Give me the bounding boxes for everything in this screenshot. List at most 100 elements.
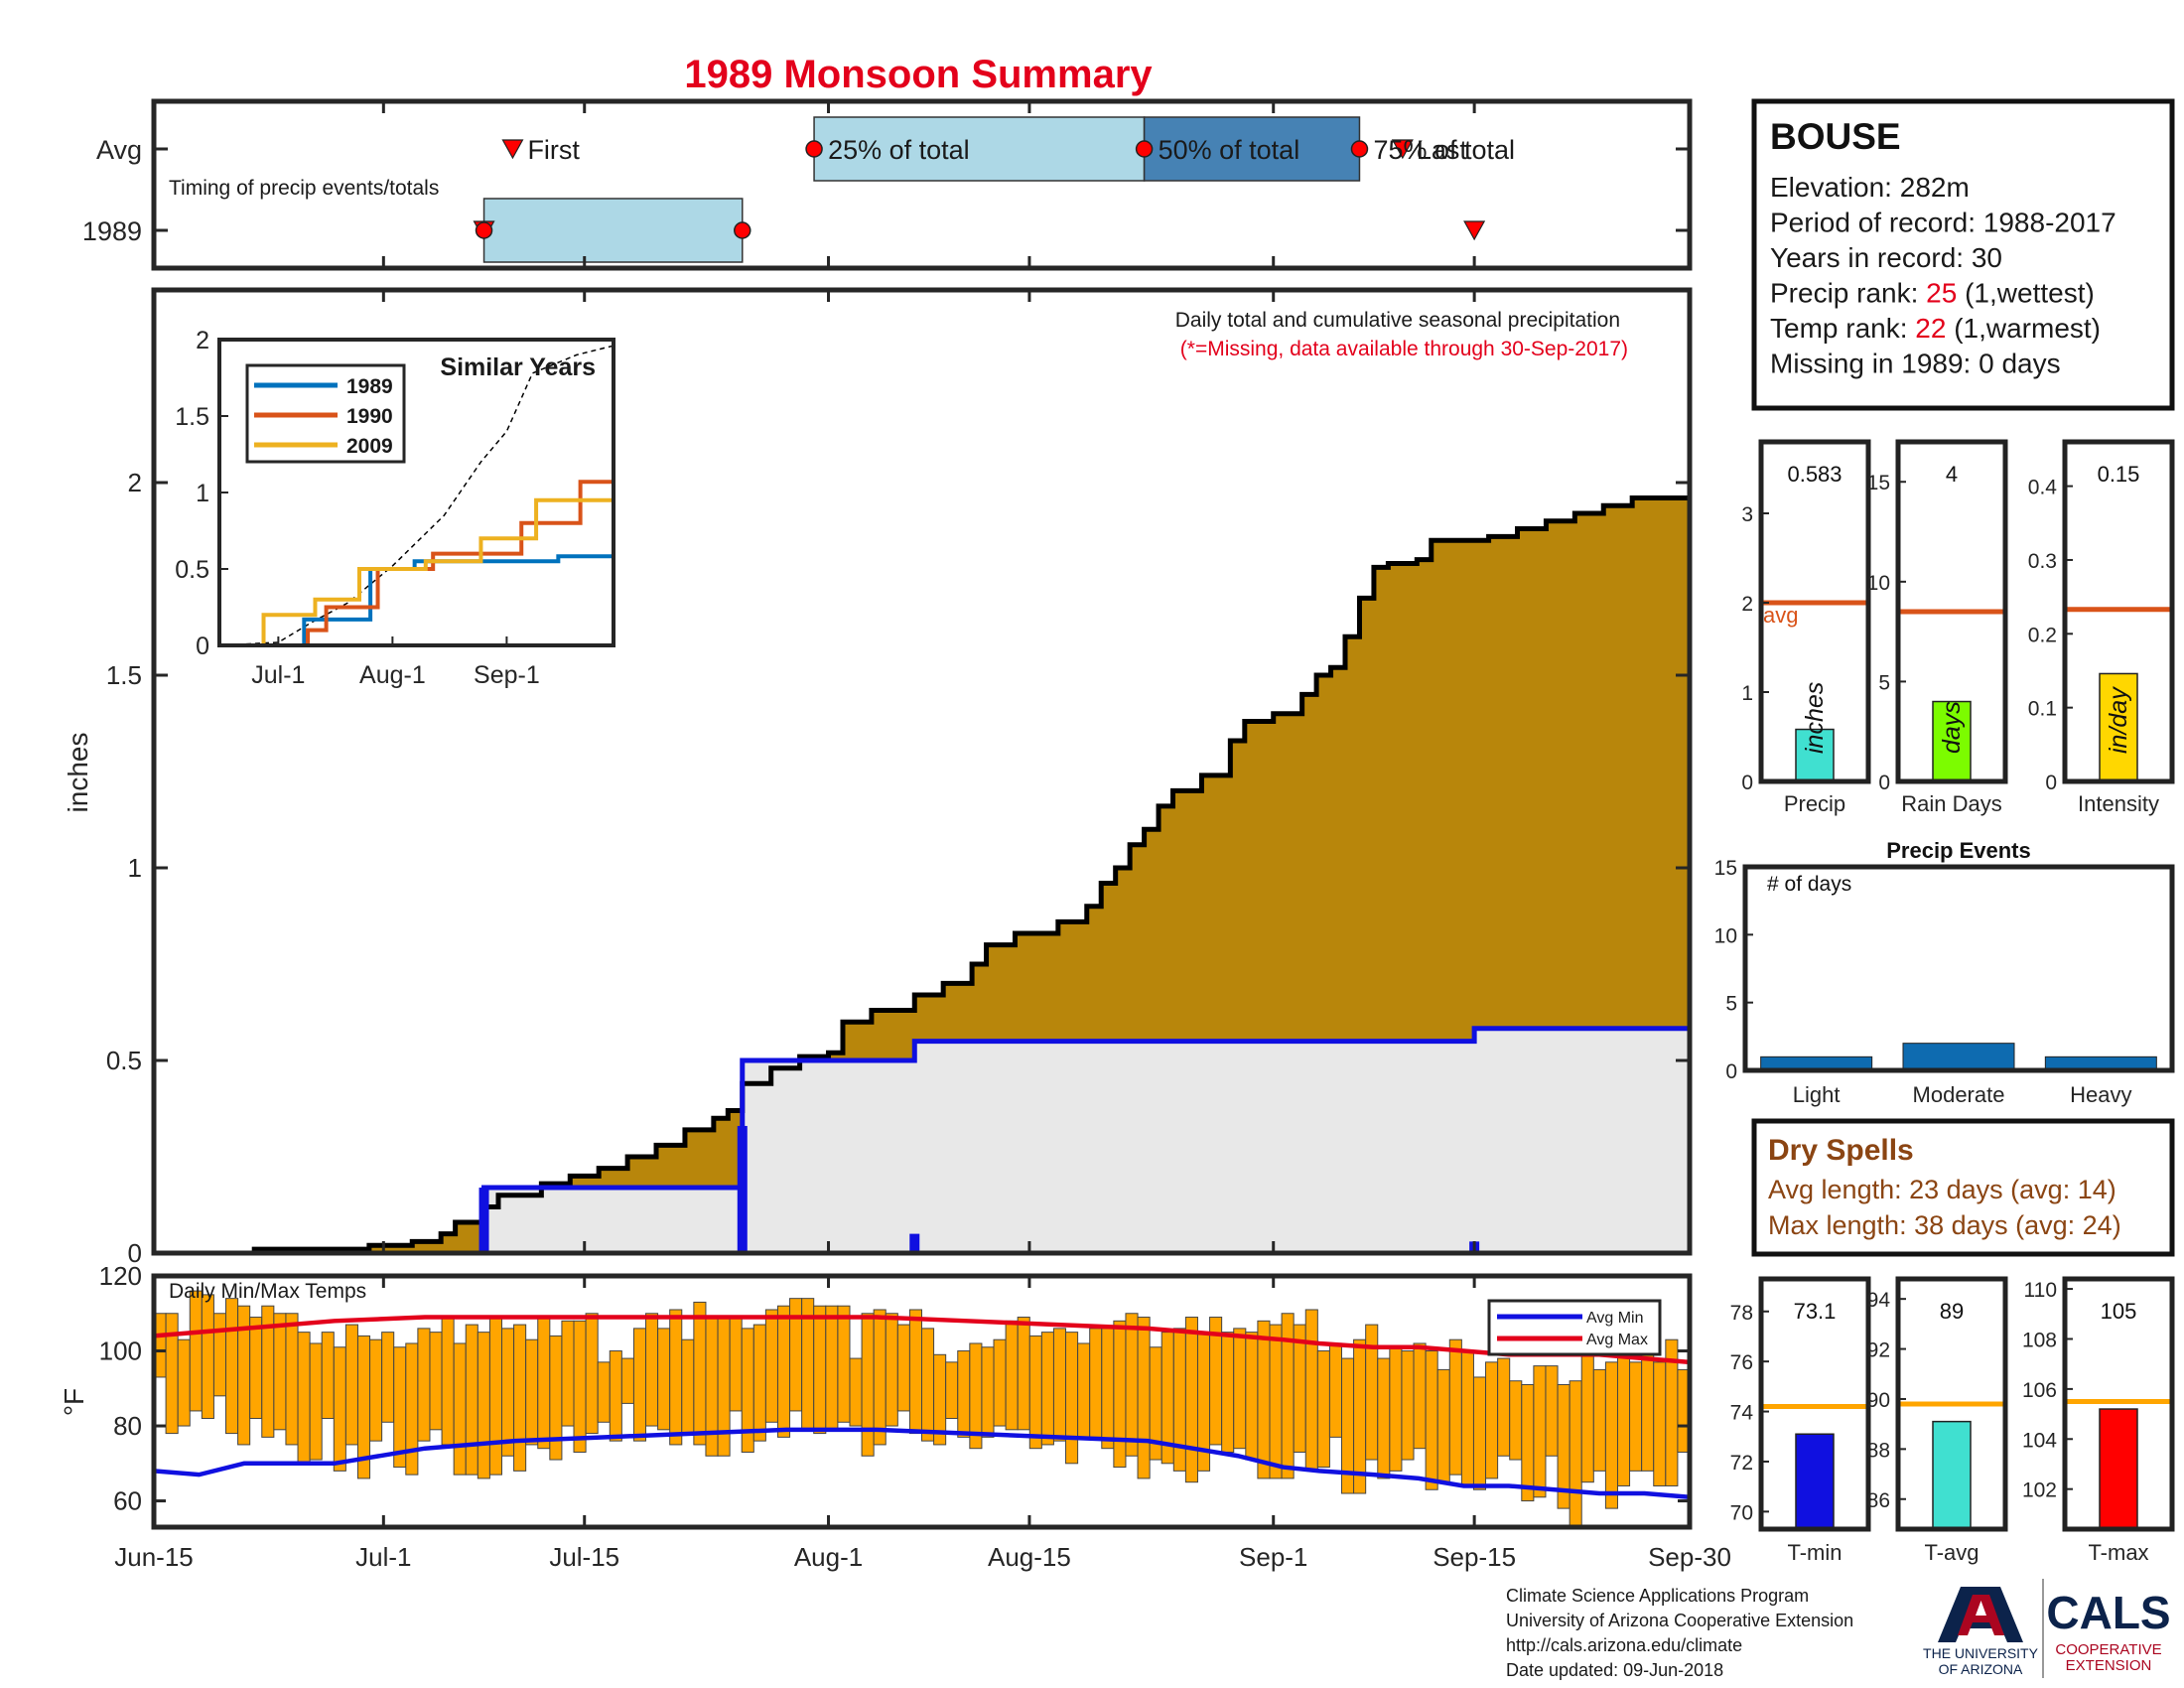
inset-ytick-label: 0: [196, 633, 209, 660]
temp-bar: [1269, 1324, 1283, 1479]
panel-ytick-label: 0.4: [2028, 477, 2058, 499]
station-line: Missing in 1989: 0 days: [1770, 349, 2061, 379]
temp-bar: [752, 1324, 766, 1442]
panel-frame: [1758, 1276, 1871, 1532]
panel-frame: [2062, 439, 2175, 784]
temp-bar: [896, 1324, 910, 1412]
panel-ytick-label: 74: [1730, 1402, 1754, 1425]
events-frame: [1742, 864, 2175, 1073]
logo-univ-line2: OF ARIZONA: [1939, 1661, 2023, 1677]
temp-bar: [1316, 1350, 1330, 1469]
temp-bar: [1616, 1353, 1631, 1486]
temp-bar: [681, 1338, 695, 1435]
summary-panel-t-avg: 89 86 88 90 92 94 T-avg: [1867, 1276, 2008, 1565]
similar-years-inset: 0 0.5 1 1.5 2 Jul-1 Aug-1 Sep-1 Similar Years 198…: [175, 327, 615, 689]
temp-bar: [921, 1328, 935, 1442]
temp-bar: [1101, 1328, 1115, 1450]
station-line-label: Years in record:: [1770, 242, 1972, 273]
station-line-value: 30: [1972, 242, 2002, 273]
panel-unit: inches: [1801, 682, 1829, 754]
panel-ytick-label: 0.1: [2028, 698, 2057, 721]
temp-bar: [1604, 1361, 1618, 1509]
temp-bar: [729, 1317, 743, 1412]
timing-frame: [151, 98, 1693, 271]
temp-bar: [393, 1346, 407, 1469]
panel-label: Intensity: [2078, 791, 2159, 816]
logo-cals: CALS: [2046, 1587, 2170, 1638]
label-25: 25% of total: [828, 135, 970, 165]
station-line-value: 22: [1915, 313, 1946, 344]
panel-area: [1761, 442, 1868, 781]
temp-frame: [151, 1273, 1693, 1530]
panel-ytick-label: 94: [1867, 1289, 1891, 1312]
legend-label-1989: 1989: [346, 375, 393, 398]
temp-bar: [908, 1309, 922, 1435]
station-name: BOUSE: [1770, 116, 1901, 157]
legend-label-2009: 2009: [346, 435, 393, 458]
station-line-label: Elevation:: [1770, 172, 1900, 203]
temp-bar: [657, 1328, 671, 1431]
temp-bar: [1245, 1332, 1259, 1461]
temp-bar: [1509, 1380, 1523, 1461]
temp-bar: [1472, 1376, 1487, 1490]
events-ytick-label: 10: [1714, 924, 1737, 947]
temp-bar: [1521, 1384, 1535, 1502]
temp-bar: [381, 1332, 395, 1423]
summary-panel-intensity: 0.15 in/day 0 0.1 0.2 0.3 0.4 Intensity: [2028, 439, 2175, 816]
temp-bar: [1580, 1353, 1594, 1483]
temp-bar: [488, 1317, 502, 1476]
temp-bar: [321, 1332, 335, 1419]
temp-bar: [1545, 1365, 1559, 1457]
panel-ytick-label: 15: [1867, 472, 1890, 494]
panel-bar: [1932, 700, 1972, 782]
temp-bar: [212, 1313, 227, 1397]
label-first: First: [527, 135, 580, 165]
panel-bar: [1932, 1420, 1972, 1530]
temp-bar: [813, 1305, 827, 1435]
temp-bar: [1233, 1328, 1247, 1450]
daily-precip-bar: [478, 1188, 489, 1253]
panel-ytick-label: 3: [1741, 503, 1753, 526]
panel-value-label: 0.583: [1787, 462, 1842, 487]
temp-bar: [537, 1317, 551, 1450]
temp-bar: [417, 1328, 431, 1442]
year-25-marker: [475, 221, 493, 239]
avg-25-marker: [805, 140, 823, 158]
inset-xtick-label: Sep-1: [474, 661, 540, 689]
temp-bar: [513, 1324, 527, 1472]
inset-ytick-label: 1: [196, 480, 209, 507]
temp-bar: [1389, 1346, 1403, 1472]
temp-bar: [693, 1301, 707, 1446]
panel-ytick-label: 10: [1867, 572, 1890, 595]
panel-frame: [1895, 439, 2008, 784]
events-ytick-label: 0: [1725, 1060, 1737, 1083]
temp-bar: [177, 1338, 191, 1427]
temp-bar: [620, 1357, 634, 1404]
panel-value-label: 89: [1940, 1299, 1964, 1324]
panel-ytick-label: 0.2: [2028, 624, 2057, 646]
inset-series-2009: [219, 497, 614, 647]
temp-bar: [429, 1332, 443, 1431]
panel-label: T-max: [2088, 1540, 2148, 1565]
inset-frame: [217, 338, 615, 647]
event-category-label: Heavy: [2070, 1082, 2131, 1107]
panel-bar: [2099, 1408, 2138, 1530]
panel-ytick-label: 86: [1867, 1489, 1890, 1512]
temp-bar: [993, 1338, 1007, 1427]
event-category-label: Moderate: [1913, 1082, 2005, 1107]
temp-bar: [477, 1332, 490, 1479]
avg-cumulative-line: [154, 495, 1690, 1256]
inset-xtick-label: Jul-1: [251, 661, 305, 689]
temp-bar: [1448, 1338, 1462, 1476]
temp-bar: [1257, 1320, 1271, 1479]
date-tick-label: Jun-15: [114, 1542, 194, 1572]
temp-bar: [1460, 1350, 1474, 1486]
daily-precip-bar: [737, 1125, 748, 1253]
avg-min-line: [153, 1427, 1691, 1500]
temp-bar: [1629, 1361, 1643, 1472]
legend-avg-max: Avg Max: [1586, 1332, 1648, 1348]
panel-ytick-label: 78: [1730, 1302, 1753, 1325]
dry-spells-title: Dry Spells: [1768, 1134, 1914, 1167]
temp-bar: [1113, 1320, 1127, 1469]
temp-bar: [405, 1342, 419, 1476]
